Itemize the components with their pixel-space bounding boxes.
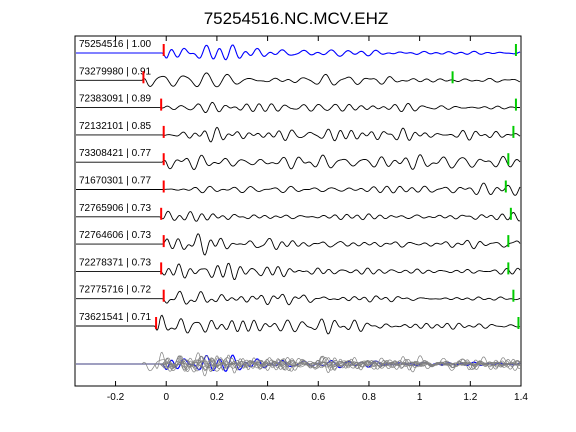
trace-6: 71670301 | 0.77 [76, 176, 521, 196]
x-tick-label: 0.8 [362, 392, 376, 403]
trace-waveform [76, 101, 521, 113]
trace-10: 72775716 | 0.72 [76, 285, 521, 306]
x-tick-label: 0.4 [261, 392, 275, 403]
trace-label: 73308421 | 0.77 [79, 148, 152, 159]
stack-waveform [76, 351, 521, 374]
x-tick-label: 0.6 [311, 392, 325, 403]
stack-layer [76, 351, 521, 377]
trace-waveform [76, 290, 521, 306]
trace-label: 75254516 | 1.00 [79, 39, 152, 50]
trace-label: 72775716 | 0.72 [79, 285, 152, 296]
trace-waveform [76, 126, 521, 143]
trace-label: 73279980 | 0.91 [79, 66, 152, 77]
trace-4: 72132101 | 0.85 [76, 121, 521, 143]
trace-5: 73308421 | 0.77 [76, 148, 521, 171]
trace-label: 72764606 | 0.73 [79, 230, 152, 241]
trace-waveform [76, 44, 521, 61]
trace-label: 73621541 | 0.71 [79, 312, 152, 323]
trace-3: 72383091 | 0.89 [76, 94, 521, 113]
traces-layer: 75254516 | 1.00 73279980 | 0.91 72383091 |… [76, 39, 521, 335]
trace-label: 71670301 | 0.77 [79, 176, 152, 187]
trace-waveform [76, 314, 521, 335]
chart-title: 75254516.NC.MCV.EHZ [204, 9, 389, 28]
x-tick-label: -0.2 [107, 392, 125, 403]
x-tick-label: 1 [417, 392, 423, 403]
trace-waveform [76, 154, 521, 171]
trace-1: 75254516 | 1.00 [76, 39, 521, 61]
x-tick-label: 0 [163, 392, 169, 403]
trace-label: 72278371 | 0.73 [79, 257, 152, 268]
x-tick-label: 1.4 [514, 392, 528, 403]
trace-waveform [76, 262, 521, 280]
trace-11: 73621541 | 0.71 [76, 312, 521, 335]
trace-waveform [76, 210, 521, 222]
plot-frame [74, 35, 522, 387]
trace-waveform [76, 233, 521, 256]
trace-waveform [76, 182, 521, 196]
x-axis: -0.2 0 0.2 0.4 0.6 0.8 1 1.2 1.4 [107, 36, 528, 403]
trace-2: 73279980 | 0.91 [76, 66, 521, 88]
trace-label: 72132101 | 0.85 [79, 121, 152, 132]
trace-waveform [76, 72, 521, 88]
x-tick-label: 1.2 [463, 392, 477, 403]
trace-8: 72764606 | 0.73 [76, 230, 521, 256]
trace-label: 72383091 | 0.89 [79, 94, 152, 105]
trace-label: 72765906 | 0.73 [79, 203, 152, 214]
trace-7: 72765906 | 0.73 [76, 203, 521, 222]
x-tick-label: 0.2 [210, 392, 224, 403]
trace-9: 72278371 | 0.73 [76, 257, 521, 280]
